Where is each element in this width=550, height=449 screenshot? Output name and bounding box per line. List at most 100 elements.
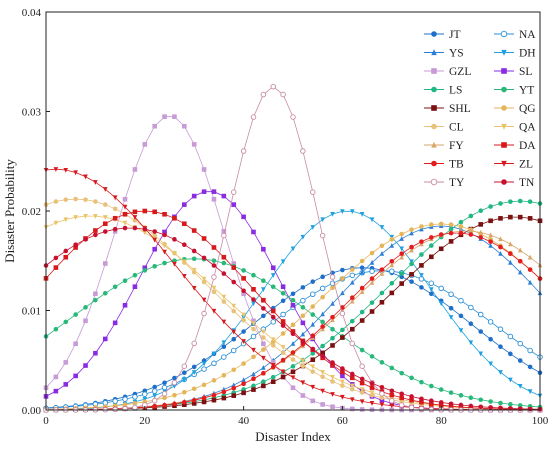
data-point bbox=[53, 167, 59, 172]
data-point bbox=[162, 243, 167, 249]
data-point bbox=[112, 206, 118, 212]
data-point bbox=[349, 318, 355, 324]
data-point bbox=[191, 248, 197, 254]
data-point bbox=[261, 297, 266, 303]
data-point bbox=[409, 230, 414, 236]
data-point bbox=[488, 242, 493, 248]
data-point bbox=[399, 271, 404, 276]
data-point bbox=[93, 214, 98, 219]
data-point bbox=[379, 290, 385, 296]
data-point bbox=[429, 287, 434, 293]
data-point bbox=[211, 378, 217, 383]
legend-label: ZL bbox=[519, 159, 533, 171]
data-point bbox=[359, 258, 365, 264]
data-point bbox=[241, 361, 246, 366]
data-point bbox=[261, 287, 266, 293]
data-point bbox=[132, 284, 138, 289]
data-point bbox=[468, 232, 474, 237]
data-point bbox=[201, 236, 207, 241]
x-tick-label: 80 bbox=[436, 415, 448, 427]
data-point bbox=[251, 354, 256, 360]
data-point bbox=[310, 304, 316, 309]
data-point bbox=[369, 217, 375, 223]
data-point bbox=[83, 305, 88, 310]
data-point bbox=[221, 229, 227, 234]
data-point bbox=[241, 315, 246, 320]
data-point bbox=[211, 274, 217, 280]
data-point bbox=[181, 363, 188, 369]
data-point bbox=[369, 385, 375, 390]
data-point bbox=[201, 382, 207, 388]
legend-label: YS bbox=[449, 48, 464, 60]
data-point bbox=[221, 340, 227, 346]
data-point bbox=[152, 384, 157, 390]
legend-marker bbox=[501, 86, 507, 93]
data-point bbox=[448, 222, 454, 227]
data-point bbox=[508, 214, 513, 220]
data-point bbox=[241, 377, 246, 383]
data-point bbox=[498, 405, 503, 411]
data-point bbox=[182, 221, 187, 227]
data-point bbox=[93, 180, 98, 185]
data-point bbox=[389, 268, 395, 274]
data-point bbox=[340, 327, 345, 333]
data-point bbox=[310, 225, 316, 230]
data-point bbox=[172, 251, 177, 257]
data-point bbox=[171, 379, 178, 386]
data-point bbox=[211, 189, 217, 194]
data-point bbox=[261, 313, 266, 319]
data-point bbox=[379, 384, 385, 390]
legend-item-tn: TN bbox=[494, 177, 535, 189]
legend-marker bbox=[501, 160, 507, 167]
data-point bbox=[419, 399, 424, 405]
legend-item-sl: SL bbox=[494, 66, 532, 78]
data-point bbox=[172, 114, 177, 119]
data-point bbox=[508, 259, 513, 265]
data-point bbox=[409, 247, 414, 253]
data-point bbox=[280, 350, 286, 356]
data-point bbox=[429, 254, 434, 260]
data-point bbox=[241, 268, 246, 273]
data-point bbox=[498, 216, 503, 221]
data-point bbox=[152, 209, 157, 215]
data-point bbox=[359, 309, 365, 315]
data-point bbox=[112, 320, 118, 326]
data-point bbox=[330, 343, 335, 348]
data-point bbox=[310, 189, 316, 195]
data-point bbox=[161, 384, 168, 391]
data-point bbox=[468, 321, 474, 326]
data-point bbox=[340, 394, 345, 400]
data-point bbox=[428, 406, 435, 413]
data-point bbox=[409, 279, 414, 284]
data-point bbox=[498, 370, 503, 375]
data-point bbox=[63, 248, 69, 254]
data-point bbox=[498, 400, 503, 406]
legend-item-yt: YT bbox=[494, 85, 534, 97]
data-point bbox=[93, 228, 98, 233]
data-point bbox=[349, 386, 355, 392]
data-point bbox=[191, 370, 197, 375]
data-point bbox=[211, 289, 217, 295]
data-point bbox=[122, 220, 128, 226]
legend-label: LS bbox=[449, 85, 462, 97]
data-point bbox=[389, 403, 395, 409]
data-point bbox=[251, 387, 256, 392]
data-point bbox=[73, 312, 78, 317]
data-point bbox=[161, 390, 168, 397]
data-point bbox=[300, 285, 306, 290]
data-point bbox=[527, 364, 533, 370]
data-point bbox=[508, 401, 513, 407]
legend-item-qg: QG bbox=[494, 103, 536, 115]
data-point bbox=[379, 398, 385, 403]
data-point bbox=[428, 280, 435, 287]
data-point bbox=[359, 380, 365, 386]
data-point bbox=[300, 234, 306, 240]
legend-marker bbox=[500, 30, 508, 38]
legend-item-tb: TB bbox=[424, 159, 464, 171]
data-point bbox=[142, 226, 148, 232]
data-point bbox=[270, 273, 276, 278]
legend-marker bbox=[430, 178, 438, 186]
data-point bbox=[399, 274, 404, 280]
data-point bbox=[172, 258, 177, 263]
legend-label: DA bbox=[519, 140, 536, 152]
